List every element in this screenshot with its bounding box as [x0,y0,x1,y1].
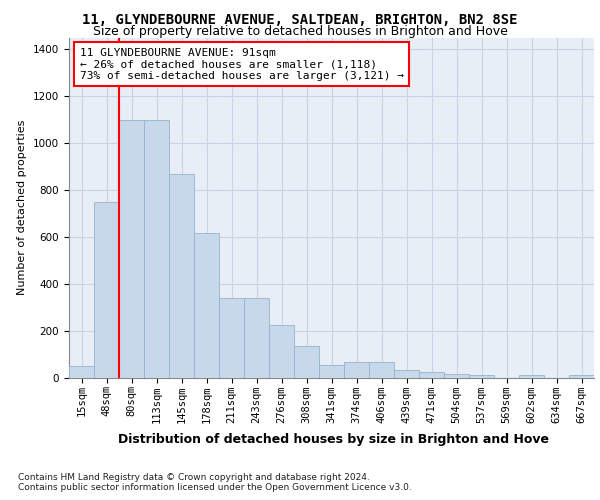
Text: 11 GLYNDEBOURNE AVENUE: 91sqm
← 26% of detached houses are smaller (1,118)
73% o: 11 GLYNDEBOURNE AVENUE: 91sqm ← 26% of d… [79,48,404,81]
Text: 11, GLYNDEBOURNE AVENUE, SALTDEAN, BRIGHTON, BN2 8SE: 11, GLYNDEBOURNE AVENUE, SALTDEAN, BRIGH… [82,12,518,26]
Text: Contains HM Land Registry data © Crown copyright and database right 2024.
Contai: Contains HM Land Registry data © Crown c… [18,472,412,492]
Bar [294,346,319,378]
Bar [369,362,394,378]
Bar [194,234,219,378]
Y-axis label: Number of detached properties: Number of detached properties [17,120,28,295]
Bar [169,174,194,378]
Text: Size of property relative to detached houses in Brighton and Hove: Size of property relative to detached ho… [92,25,508,38]
Bar [69,366,94,378]
Bar [419,372,444,378]
Bar [144,120,169,378]
Bar [244,298,269,378]
Bar [469,375,494,378]
Text: Distribution of detached houses by size in Brighton and Hove: Distribution of detached houses by size … [118,432,548,446]
Bar [319,364,344,378]
Bar [94,202,119,378]
Bar [519,375,544,378]
Bar [569,375,594,378]
Bar [219,298,244,378]
Bar [119,120,144,378]
Bar [269,324,294,378]
Bar [344,362,369,378]
Bar [394,370,419,378]
Bar [444,374,469,378]
